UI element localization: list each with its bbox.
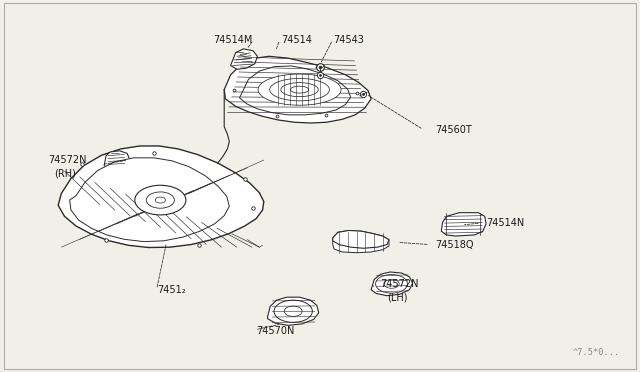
Polygon shape bbox=[333, 231, 389, 248]
Text: 74572N: 74572N bbox=[49, 155, 87, 165]
Text: 74518Q: 74518Q bbox=[435, 240, 474, 250]
Circle shape bbox=[147, 192, 174, 208]
Circle shape bbox=[284, 306, 302, 317]
Text: (RH): (RH) bbox=[54, 168, 76, 178]
Polygon shape bbox=[291, 86, 308, 93]
Text: 74514M: 74514M bbox=[214, 35, 253, 45]
Polygon shape bbox=[224, 56, 371, 123]
Text: 74560T: 74560T bbox=[435, 125, 472, 135]
Polygon shape bbox=[371, 272, 413, 296]
Polygon shape bbox=[268, 297, 319, 326]
Text: 74514: 74514 bbox=[282, 35, 312, 45]
Polygon shape bbox=[269, 78, 330, 101]
Text: ^7.5*0...: ^7.5*0... bbox=[573, 348, 620, 357]
Polygon shape bbox=[70, 158, 229, 241]
Text: 7451₂: 7451₂ bbox=[157, 285, 186, 295]
Circle shape bbox=[376, 275, 408, 293]
Text: 74570N: 74570N bbox=[256, 326, 294, 336]
Polygon shape bbox=[442, 213, 486, 236]
Text: 74514N: 74514N bbox=[486, 218, 524, 228]
Polygon shape bbox=[58, 146, 264, 247]
Text: 74572N: 74572N bbox=[381, 279, 419, 289]
Polygon shape bbox=[281, 83, 318, 97]
Text: 74543: 74543 bbox=[333, 35, 364, 45]
Polygon shape bbox=[258, 74, 341, 105]
Text: (LH): (LH) bbox=[387, 292, 408, 302]
Polygon shape bbox=[230, 49, 257, 69]
Circle shape bbox=[384, 279, 399, 288]
Circle shape bbox=[274, 300, 312, 323]
Polygon shape bbox=[239, 66, 351, 115]
Polygon shape bbox=[104, 151, 130, 167]
Circle shape bbox=[156, 197, 166, 203]
Polygon shape bbox=[333, 231, 389, 253]
Circle shape bbox=[135, 185, 186, 215]
